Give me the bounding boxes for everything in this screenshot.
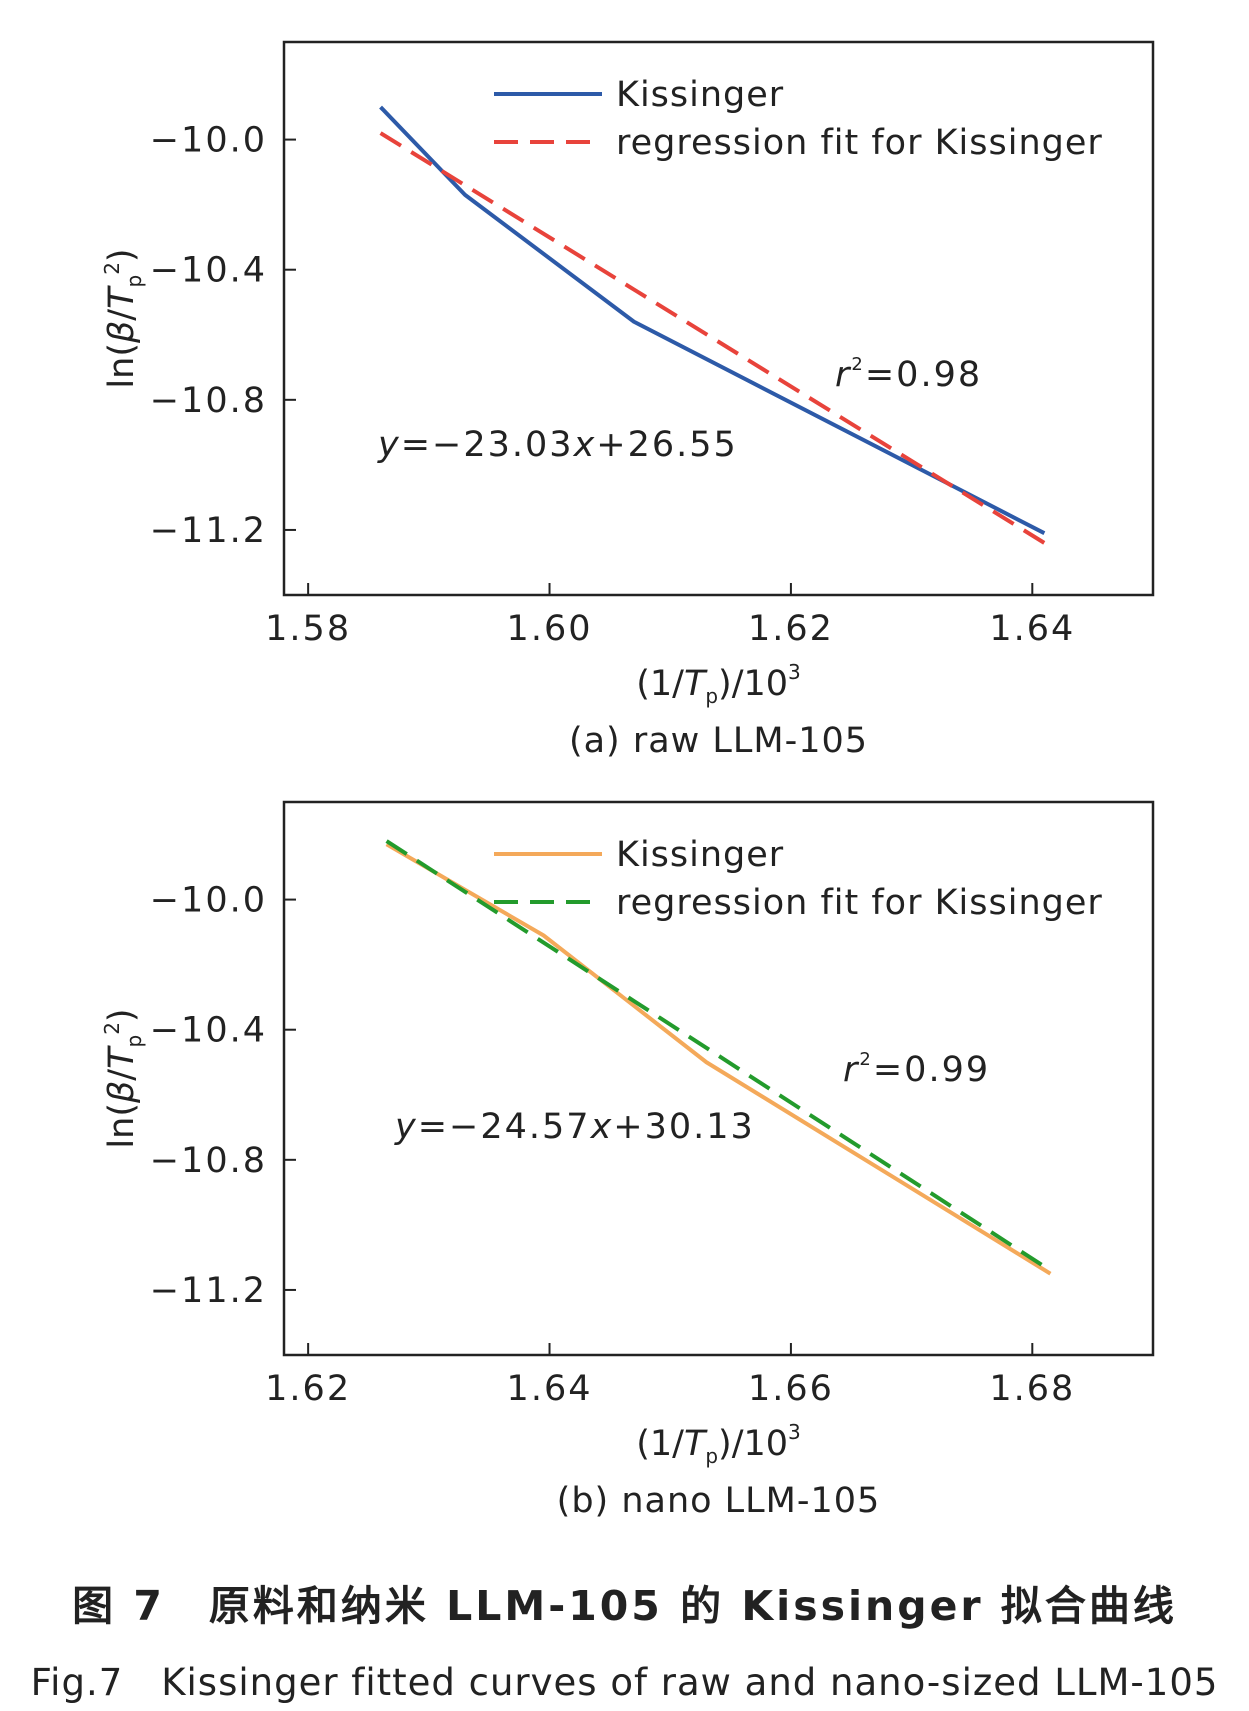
- xt-sub: p: [705, 684, 718, 708]
- r-squared-annotation: r2=0.99: [843, 1049, 990, 1090]
- regression-equation: y=−23.03x+26.55: [377, 425, 738, 465]
- r-squared-value: =0.99: [873, 1050, 990, 1090]
- r-superscript: 2: [851, 354, 864, 375]
- y-tick-label: −10.0: [150, 881, 267, 921]
- xt-part: (1/: [636, 664, 684, 704]
- yt-part: /: [102, 1069, 142, 1081]
- xt-sup: 3: [788, 660, 801, 684]
- chart-b: 1.62 1.64 1.66 1.68 −10.0 −10.4 −10.8 −11.2 Kiss…: [100, 800, 1155, 1520]
- x-tick-label: 1.60: [507, 609, 593, 649]
- legend-label-regression-fit: regression fit for Kissinger: [616, 883, 1103, 923]
- chart-a: 1.58 1.60 1.62 1.64 −10.0 −10.4 −10.8 −11.2 Kiss…: [100, 40, 1155, 760]
- y-tick-label: −10.4: [150, 1011, 267, 1051]
- yt-T: T: [102, 1045, 142, 1069]
- x-axis-title: (1/Tp)/103: [636, 660, 801, 708]
- yt-part: ): [102, 1008, 142, 1022]
- x-tick-label: 1.64: [989, 609, 1075, 649]
- yt-part: ln(: [102, 1103, 142, 1149]
- eq-intercept: +26.55: [596, 425, 738, 465]
- eq-x: x: [573, 425, 597, 465]
- eq-slope: =−23.03: [401, 425, 574, 465]
- xt-part: )/10: [718, 664, 788, 704]
- y-tick-label: −10.8: [150, 1141, 267, 1181]
- y-tick-label: −11.2: [150, 1271, 267, 1311]
- figure-caption-english: Fig.7 Kissinger fitted curves of raw and…: [30, 1661, 1219, 1704]
- series-line-regression-fit: [379, 131, 1046, 545]
- yt-sup: 2: [100, 1022, 124, 1035]
- xt-sub: p: [705, 1444, 718, 1468]
- yt-part: ): [102, 248, 142, 262]
- legend-label-regression-fit: regression fit for Kissinger: [616, 123, 1103, 163]
- legend-label-kissinger: Kissinger: [616, 835, 784, 875]
- y-tick-label: −10.8: [150, 381, 267, 421]
- eq-x: x: [590, 1107, 614, 1147]
- eq-intercept: +30.13: [613, 1107, 755, 1147]
- plot-frame: [282, 40, 1155, 597]
- x-axis-title: (1/Tp)/103: [636, 1420, 801, 1468]
- yt-part: /: [102, 309, 142, 321]
- x-tick-label: 1.68: [989, 1369, 1075, 1409]
- eq-y: y: [377, 425, 401, 465]
- r-symbol: r: [843, 1050, 860, 1090]
- series-line-kissinger: [379, 105, 1046, 535]
- r-superscript: 2: [859, 1049, 872, 1070]
- plot-frame: [282, 800, 1155, 1357]
- xt-T: T: [684, 664, 708, 704]
- x-tick-label: 1.64: [507, 1369, 593, 1409]
- yt-beta: β: [102, 1081, 142, 1104]
- y-tick-label: −10.4: [150, 251, 267, 291]
- y-tick-label: −11.2: [150, 511, 267, 551]
- yt-sup: 2: [100, 262, 124, 275]
- yt-sub: p: [122, 1035, 146, 1048]
- eq-y: y: [394, 1107, 418, 1147]
- r-squared-value: =0.98: [865, 355, 982, 395]
- x-tick-label: 1.62: [265, 1369, 351, 1409]
- yt-part: ln(: [102, 343, 142, 389]
- xt-sup: 3: [788, 1420, 801, 1444]
- yt-sub: p: [122, 275, 146, 288]
- regression-equation: y=−24.57x+30.13: [394, 1107, 755, 1147]
- y-axis-title: ln(β/Tp2): [100, 248, 146, 388]
- r-squared-annotation: r2=0.98: [835, 354, 982, 395]
- eq-slope: =−24.57: [418, 1107, 591, 1147]
- r-symbol: r: [835, 355, 852, 395]
- yt-T: T: [102, 285, 142, 309]
- x-tick-label: 1.58: [265, 609, 351, 649]
- x-tick-label: 1.66: [748, 1369, 834, 1409]
- figure-caption-chinese: 图 7 原料和纳米 LLM-105 的 Kissinger 拟合曲线: [72, 1582, 1177, 1630]
- y-tick-label: −10.0: [150, 121, 267, 161]
- xt-T: T: [684, 1424, 708, 1464]
- series-line-regression-fit: [385, 839, 1052, 1273]
- chart-subtitle: (b) nano LLM-105: [557, 1481, 881, 1520]
- yt-beta: β: [102, 321, 142, 344]
- y-axis-title: ln(β/Tp2): [100, 1008, 146, 1148]
- xt-part: (1/: [636, 1424, 684, 1464]
- chart-subtitle: (a) raw LLM-105: [569, 721, 868, 760]
- xt-part: )/10: [718, 1424, 788, 1464]
- x-tick-label: 1.62: [748, 609, 834, 649]
- legend-label-kissinger: Kissinger: [616, 75, 784, 115]
